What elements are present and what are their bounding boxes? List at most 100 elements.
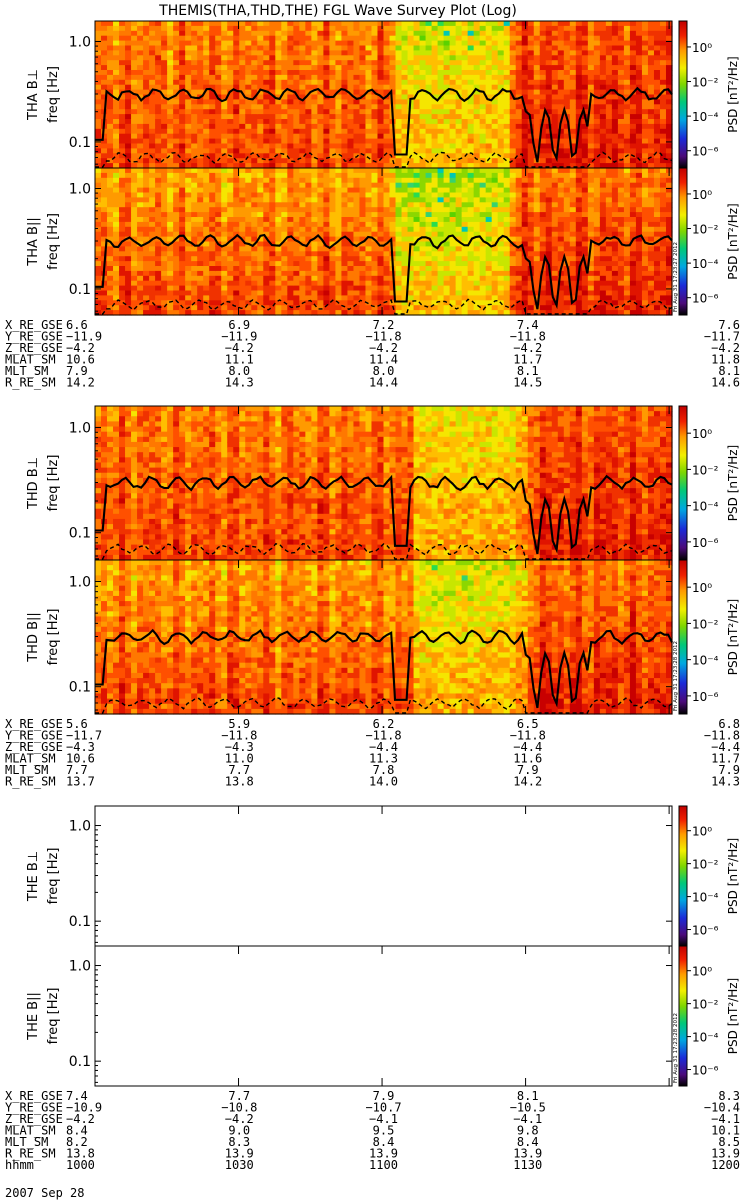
ephemeris-value: 7.9 [517, 763, 539, 777]
colorbar-tick-label: 10⁻⁶ [692, 292, 719, 306]
colorbar-tick-label: 10⁻⁴ [692, 1031, 719, 1045]
ephemeris-value: 1100 [369, 1158, 398, 1172]
spectrogram-cells [95, 560, 673, 715]
ephemeris-value: 7.6 [718, 318, 740, 332]
colorbar-tick-label: 10⁻² [692, 858, 719, 872]
ephemeris-name: X_RE_GSE [5, 717, 63, 731]
colorbar-tick-label: 10⁻⁴ [692, 654, 719, 668]
ephemeris-value: 7.7 [228, 1089, 250, 1103]
ephemeris-value: 14.6 [711, 376, 740, 390]
ephemeris-value: −4.1 [711, 1112, 740, 1126]
colorbar-tick-label: 10⁰ [692, 825, 712, 839]
spectrogram-cells [95, 406, 673, 561]
ephemeris-value: 14.3 [225, 376, 254, 390]
ephemeris-name: R_RE_SM [5, 775, 56, 789]
colorbar-label: PSD [nT²/Hz] [726, 203, 740, 279]
freq-tick-label: 0.1 [69, 526, 91, 542]
ephemeris-value: 11.7 [513, 353, 542, 367]
colorbar-tick-label: 10⁻⁶ [692, 1064, 719, 1078]
ephemeris-value: −4.2 [66, 1112, 95, 1126]
ephemeris-value: −10.8 [221, 1101, 257, 1115]
ephemeris-value: 14.2 [66, 376, 95, 390]
ephemeris-table: X_RE_GSE 7.4 7.7 7.9 8.1 8.3 Y_RE_GSE −10.9 −10.… [5, 1089, 740, 1172]
freq-tick-label: 0.1 [69, 135, 91, 151]
ephemeris-value: −4.2 [513, 341, 542, 355]
ephemeris-name: Y_RE_GSE [5, 729, 63, 743]
ephemeris-value: −4.1 [513, 1112, 542, 1126]
ephemeris-value: −4.4 [711, 740, 740, 754]
time-ticks [94, 406, 670, 714]
freq-tick-label: 0.1 [69, 1054, 91, 1070]
ephemeris-value: −4.3 [225, 740, 254, 754]
spectrogram-panel: 1.0 0.1 THE B⊥ freq [Hz] 10⁰ 10⁻² 10⁻⁴ 10⁻⁶ PSD … [26, 805, 740, 947]
ephemeris-value: −11.9 [66, 330, 102, 344]
ephemeris-value: 14.5 [513, 376, 542, 390]
ephemeris-value: 8.0 [373, 364, 395, 378]
ephemeris-value: 8.3 [718, 1089, 740, 1103]
panel-label: THA B⊥ [26, 69, 41, 121]
freq-tick-label: 0.1 [69, 282, 91, 298]
freq-axis-label: freq [Hz] [46, 455, 61, 512]
colorbar-label: PSD [nT²/Hz] [726, 978, 740, 1054]
colorbar-tick-label: 10⁻⁶ [692, 536, 719, 550]
freq-axis-label: freq [Hz] [46, 66, 61, 123]
cyclotron-frequency-line [95, 86, 673, 163]
ephemeris-value: 14.3 [711, 775, 740, 789]
colorbar-tick-label: 10⁰ [692, 581, 712, 595]
timestamp-stamp: Fri Aug 31 17:23:28 2012 [673, 1013, 679, 1083]
ephemeris-name: Z_RE_GSE [5, 1112, 63, 1126]
ephemeris-value: 13.7 [66, 775, 95, 789]
ephemeris-value: −4.2 [225, 1112, 254, 1126]
ephemeris-value: 8.1 [517, 364, 539, 378]
cyclotron-frequency-line [95, 628, 673, 709]
colorbar [678, 20, 688, 169]
ephemeris-value: −11.7 [66, 729, 102, 743]
panel-label: THA B|| [26, 217, 41, 266]
ephemeris-value: 8.4 [373, 1135, 395, 1149]
ephemeris-value: −4.2 [369, 341, 398, 355]
ephemeris-value: 9.5 [373, 1124, 395, 1138]
ephemeris-value: 7.7 [66, 763, 88, 777]
ephemeris-name: MLT_SM [5, 364, 48, 378]
half-cyclotron-frequency-line [95, 298, 673, 315]
ephemeris-name: MLAT_SM [5, 1124, 56, 1138]
ephemeris-name: MLAT_SM [5, 353, 56, 367]
spectrogram-panel: 1.0 0.1 THA B|| freq [Hz] 10⁰ 10⁻² 10⁻⁴ 10⁻⁶ PSD… [26, 167, 740, 316]
ephemeris-value: 7.4 [66, 1089, 88, 1103]
half-cyclotron-frequency-line [95, 542, 673, 560]
ephemeris-value: 14.2 [513, 775, 542, 789]
ephemeris-value: 11.8 [711, 353, 740, 367]
ephemeris-value: 1030 [225, 1158, 254, 1172]
ephemeris-value: 13.9 [711, 1147, 740, 1161]
colorbar-tick-label: 10⁻⁴ [692, 500, 719, 514]
spectrogram-panel: 1.0 0.1 THA B⊥ freq [Hz] 10⁰ 10⁻² 10⁻⁴ 10⁻⁶ PSD … [26, 20, 740, 169]
ephemeris-value: −11.8 [510, 729, 546, 743]
freq-tick-label: 0.1 [69, 680, 91, 696]
ephemeris-value: 7.9 [373, 1089, 395, 1103]
ephemeris-value: −11.8 [510, 330, 546, 344]
ephemeris-value: −11.8 [365, 330, 401, 344]
cyclotron-frequency-line [95, 474, 673, 555]
colorbar-label: PSD [nT²/Hz] [726, 445, 740, 521]
ephemeris-value: 14.0 [369, 775, 398, 789]
freq-axis-label: freq [Hz] [46, 988, 61, 1045]
ephemeris-name: Z_RE_GSE [5, 341, 63, 355]
panel-label: THE B⊥ [26, 851, 41, 902]
ephemeris-value: −10.9 [66, 1101, 102, 1115]
ephemeris-value: −11.8 [365, 729, 401, 743]
half-cyclotron-frequency-line [95, 696, 673, 714]
freq-tick-label: 0.1 [69, 914, 91, 930]
ephemeris-value: 5.6 [66, 717, 88, 731]
ephemeris-value: 8.2 [66, 1135, 88, 1149]
time-ticks [94, 806, 670, 1086]
half-cyclotron-frequency-line [95, 151, 673, 168]
ephemeris-value: 8.0 [228, 364, 250, 378]
spectrogram-panel: 1.0 0.1 THE B|| freq [Hz] 10⁰ 10⁻² 10⁻⁴ 10⁻⁶ PSD… [26, 945, 740, 1087]
ephemeris-value: −11.7 [704, 330, 740, 344]
ephemeris-value: 7.7 [228, 763, 250, 777]
freq-tick-label: 1.0 [69, 34, 91, 50]
freq-tick-label: 1.0 [69, 959, 91, 975]
freq-tick-label: 1.0 [69, 181, 91, 197]
ephemeris-name: hhmm [5, 1158, 34, 1172]
